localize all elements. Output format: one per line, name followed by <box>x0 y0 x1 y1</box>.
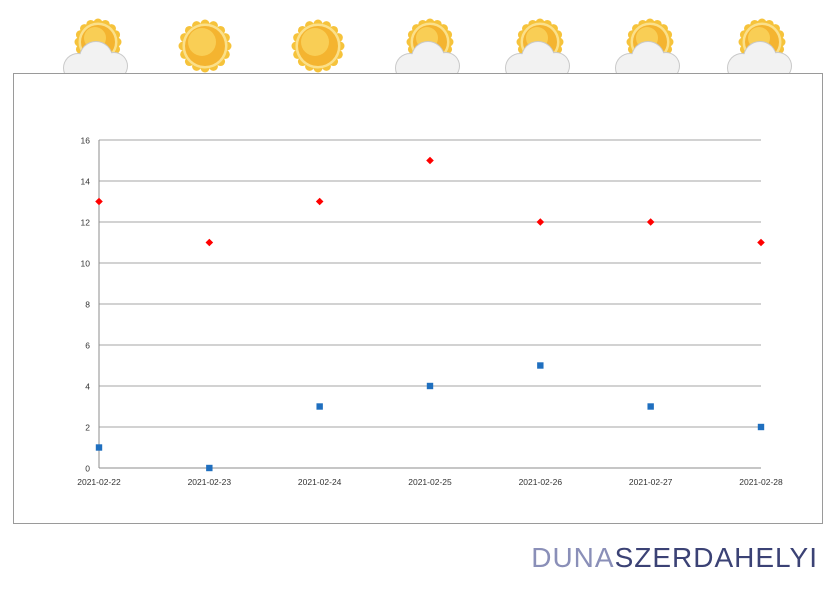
x-tick-label: 2021-02-27 <box>629 477 673 487</box>
data-point-series-1 <box>646 218 655 226</box>
y-tick-label: 6 <box>85 341 90 351</box>
sun-shape <box>178 19 232 73</box>
sun-shape <box>291 19 345 73</box>
data-point-series-2 <box>757 423 765 431</box>
sun-highlight <box>188 28 216 56</box>
sun-icon <box>278 0 358 100</box>
x-tick-label: 2021-02-23 <box>188 477 232 487</box>
y-tick-label: 10 <box>81 259 91 269</box>
icon-graphic <box>291 19 345 95</box>
data-point-series-2 <box>537 362 544 369</box>
temperature-chart: 0 2 4 6 8 10 12 14 16 2021-02-22 2021-02-23 2021-02… <box>77 136 783 488</box>
data-point-series-2 <box>206 464 213 472</box>
data-point-series-2 <box>647 403 654 410</box>
data-point-series-2 <box>316 403 323 410</box>
sun-highlight <box>301 28 329 56</box>
data-point-series-1 <box>536 218 545 226</box>
data-point-series-1 <box>205 238 214 247</box>
chart-frame: 0 2 4 6 8 10 12 14 16 2021-02-22 2021-02-23 2021-02… <box>13 73 823 524</box>
icon-graphic <box>178 19 232 95</box>
x-tick-label: 2021-02-24 <box>298 477 342 487</box>
y-tick-label: 2 <box>85 423 90 433</box>
sun-icon <box>165 0 245 100</box>
y-tick-label: 14 <box>81 177 91 187</box>
x-tick-label: 2021-02-28 <box>739 477 783 487</box>
y-tick-label: 4 <box>85 382 90 392</box>
data-point-series-2 <box>426 382 434 390</box>
logo-part-2: SZERDAHELYI <box>614 542 818 573</box>
data-point-series-2 <box>95 444 103 451</box>
y-tick-label: 0 <box>85 464 90 474</box>
y-tick-label: 16 <box>81 136 91 146</box>
y-tick-label: 12 <box>81 218 91 228</box>
x-tick-label: 2021-02-22 <box>77 477 121 487</box>
data-point-series-1 <box>315 197 324 206</box>
data-point-series-1 <box>426 156 434 165</box>
x-tick-label: 2021-02-25 <box>408 477 452 487</box>
site-logo: DUNASZERDAHELYI <box>531 542 818 576</box>
data-point-series-1 <box>95 197 103 206</box>
data-point-series-1 <box>757 238 765 247</box>
y-tick-label: 8 <box>85 300 90 310</box>
x-tick-label: 2021-02-26 <box>519 477 563 487</box>
logo-part-1: DUNA <box>531 542 615 573</box>
